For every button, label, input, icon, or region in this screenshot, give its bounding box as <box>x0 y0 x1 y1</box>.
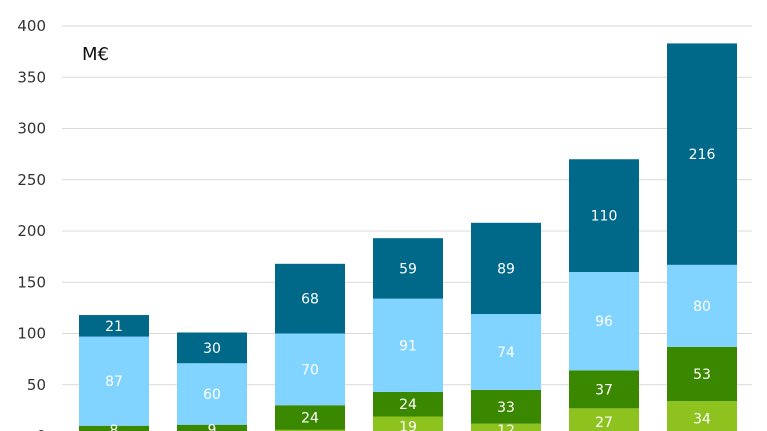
y-tick-label: 400 <box>17 17 46 35</box>
bar-value-label: 21 <box>105 319 123 335</box>
bar-value-label: 24 <box>301 411 319 427</box>
bar-segment <box>79 336 149 426</box>
bar-segment <box>177 424 247 431</box>
bar-value-label: 27 <box>595 415 613 431</box>
bar-segment <box>373 298 443 392</box>
bar-value-label: 87 <box>105 374 123 390</box>
bar-value-label: 33 <box>497 400 515 416</box>
y-tick-label: 150 <box>17 273 46 291</box>
bar-segment <box>373 416 443 431</box>
y-tick-label: 200 <box>17 222 46 240</box>
y-tick-label: 0 <box>36 427 46 431</box>
bars <box>79 43 737 431</box>
bar-value-label: 34 <box>693 412 711 428</box>
bar-value-label: 19 <box>399 419 417 431</box>
bar-segment <box>275 405 345 430</box>
bar-value-label: 96 <box>595 314 613 330</box>
bar-segment <box>471 389 541 424</box>
bar-segment <box>667 401 737 431</box>
bar-value-labels: 8 87 21 9 60 30 24 70 68 19 24 91 59 12 33 74 89 27 37 96 11… <box>105 147 715 431</box>
bar-segment <box>471 314 541 390</box>
bar-segment <box>177 332 247 364</box>
bar-value-label: 8 <box>110 423 119 431</box>
y-axis-ticks: 0 50 100 150 200 250 300 350 400 <box>17 17 46 431</box>
bar-value-label: 74 <box>497 345 515 361</box>
bar-value-label: 68 <box>301 292 319 308</box>
bar-value-label: 59 <box>399 261 417 277</box>
bar-segment <box>471 222 541 315</box>
y-tick-label: 50 <box>27 376 46 394</box>
bar-value-label: 12 <box>497 423 515 431</box>
bar-segment <box>667 43 737 265</box>
bar-value-label: 53 <box>693 367 711 383</box>
bar-segment <box>275 333 345 406</box>
y-tick-label: 100 <box>17 325 46 343</box>
bar-segment <box>569 159 639 272</box>
bar-segment <box>79 425 149 431</box>
bar-value-label: 9 <box>208 422 217 431</box>
y-tick-label: 250 <box>17 171 46 189</box>
bar-segment <box>79 315 149 337</box>
bar-segment <box>667 346 737 402</box>
bar-segment <box>275 263 345 334</box>
bar-segment <box>569 370 639 409</box>
bar-value-label: 80 <box>693 299 711 315</box>
bar-segment <box>373 391 443 417</box>
bar-value-label: 89 <box>497 261 515 277</box>
bar-segment <box>667 264 737 347</box>
bar-value-label: 216 <box>689 147 716 163</box>
bar-segment <box>177 363 247 425</box>
bar-segment <box>275 429 345 431</box>
bar-value-label: 110 <box>591 209 618 225</box>
bar-segment <box>373 238 443 299</box>
bar-segment <box>569 272 639 371</box>
y-tick-label: 300 <box>17 120 46 138</box>
unit-label: M€ <box>82 44 109 65</box>
bar-value-label: 70 <box>301 362 319 378</box>
y-tick-label: 350 <box>17 68 46 86</box>
bar-value-label: 37 <box>595 382 613 398</box>
bar-value-label: 60 <box>203 387 221 403</box>
bar-segment <box>569 408 639 431</box>
bar-segment <box>471 423 541 431</box>
bar-value-label: 30 <box>203 341 221 357</box>
bar-value-label: 24 <box>399 397 417 413</box>
bar-value-label: 91 <box>399 338 417 354</box>
